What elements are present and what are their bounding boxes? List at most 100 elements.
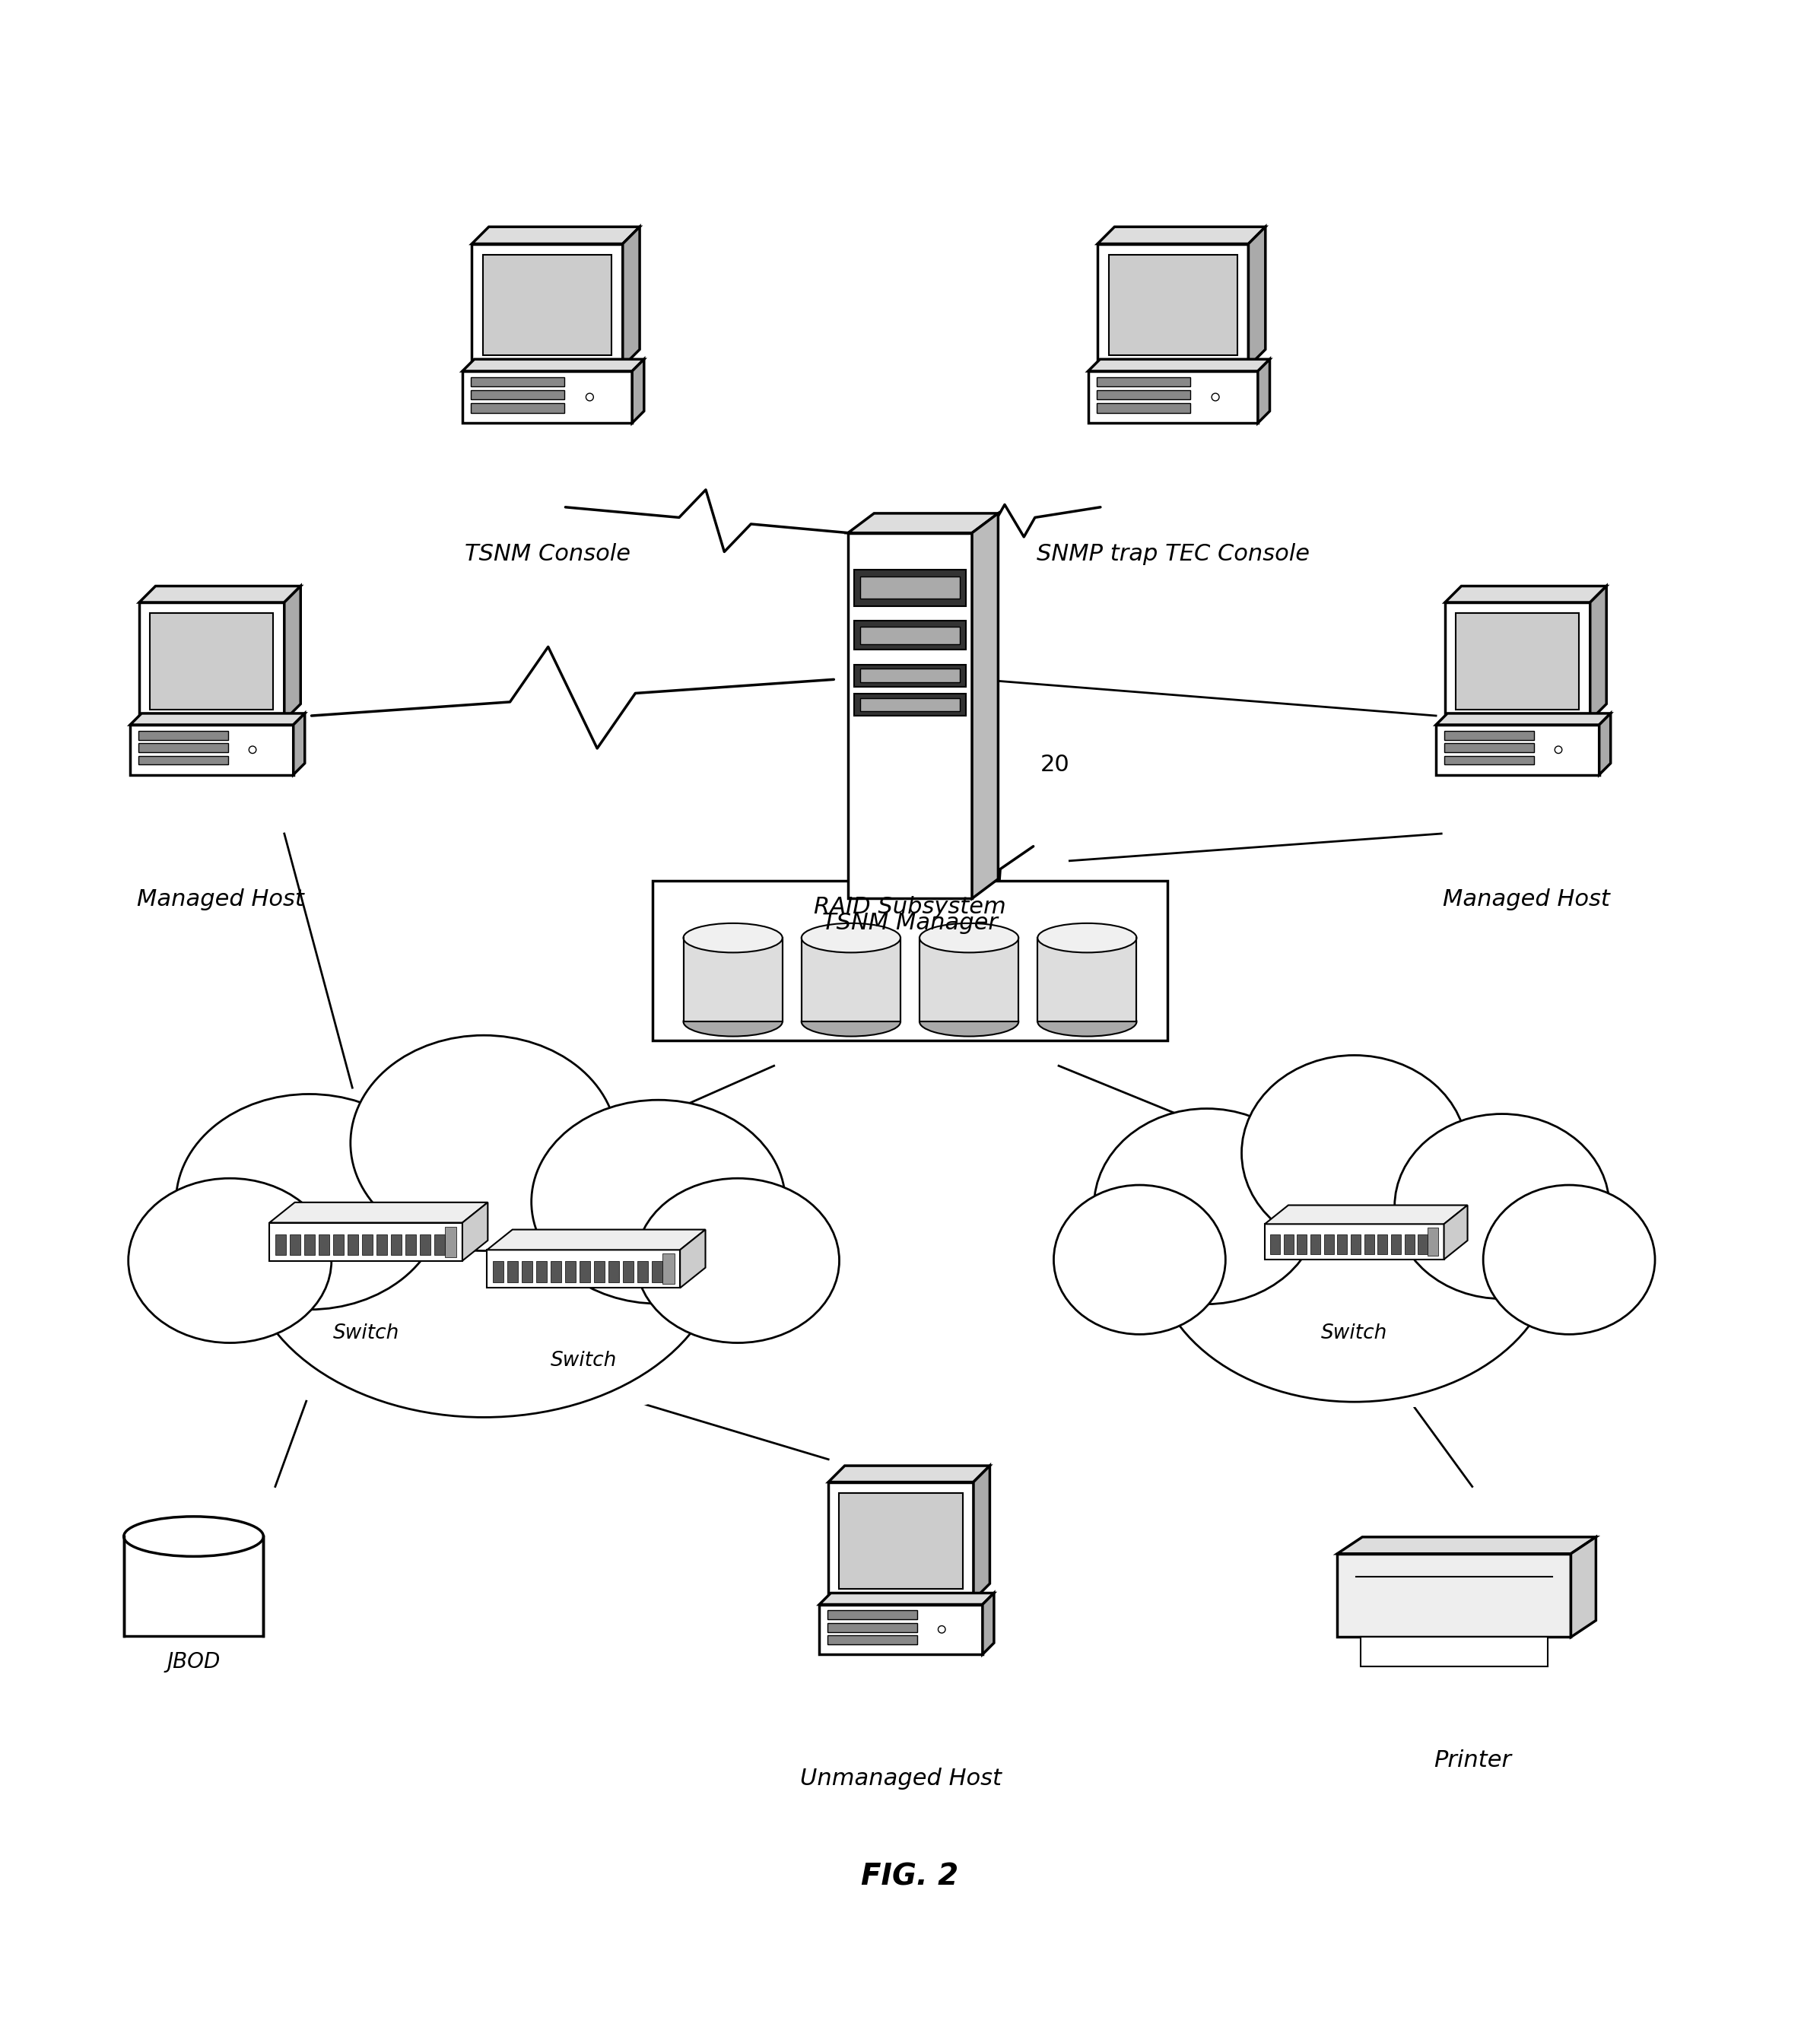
- Ellipse shape: [1037, 924, 1138, 952]
- Bar: [551, 1261, 561, 1283]
- Bar: [482, 256, 612, 355]
- Bar: [682, 938, 783, 1021]
- Bar: [861, 670, 959, 682]
- Ellipse shape: [351, 1035, 617, 1250]
- Bar: [1418, 1234, 1429, 1255]
- Bar: [1338, 1553, 1571, 1636]
- Bar: [1405, 1234, 1414, 1255]
- Bar: [854, 694, 966, 717]
- Ellipse shape: [637, 1177, 839, 1344]
- Bar: [1378, 1234, 1387, 1255]
- Ellipse shape: [1394, 1114, 1609, 1299]
- Bar: [471, 404, 564, 412]
- Bar: [828, 1610, 917, 1620]
- Ellipse shape: [1241, 1056, 1467, 1250]
- Polygon shape: [1436, 713, 1611, 725]
- Bar: [138, 603, 284, 721]
- Bar: [662, 1255, 673, 1285]
- Polygon shape: [1265, 1206, 1467, 1224]
- Circle shape: [937, 1626, 945, 1632]
- Bar: [848, 534, 972, 899]
- Polygon shape: [138, 587, 300, 603]
- Bar: [1443, 731, 1534, 739]
- Bar: [149, 613, 273, 708]
- Bar: [861, 698, 959, 710]
- Bar: [1323, 1234, 1334, 1255]
- Bar: [919, 938, 1019, 1021]
- Polygon shape: [488, 1230, 706, 1250]
- Polygon shape: [1088, 359, 1270, 371]
- Bar: [608, 1261, 619, 1283]
- Ellipse shape: [1483, 1186, 1654, 1334]
- Bar: [124, 1537, 264, 1636]
- Bar: [637, 1261, 648, 1283]
- Bar: [493, 1261, 504, 1283]
- Bar: [269, 1222, 462, 1261]
- Ellipse shape: [919, 1007, 1019, 1037]
- Polygon shape: [269, 1202, 488, 1222]
- Ellipse shape: [1054, 1186, 1225, 1334]
- Bar: [138, 731, 228, 739]
- Bar: [471, 390, 564, 400]
- Bar: [377, 1234, 388, 1255]
- Polygon shape: [1571, 1537, 1596, 1636]
- Text: FIG. 2: FIG. 2: [861, 1862, 959, 1892]
- Bar: [391, 1234, 402, 1255]
- Ellipse shape: [1072, 1090, 1636, 1411]
- Circle shape: [1212, 394, 1219, 400]
- Bar: [1365, 1234, 1374, 1255]
- Circle shape: [249, 747, 257, 753]
- Bar: [861, 627, 959, 644]
- Circle shape: [586, 394, 593, 400]
- Polygon shape: [1445, 587, 1607, 603]
- Bar: [362, 1234, 373, 1255]
- Bar: [1350, 1234, 1361, 1255]
- Text: Managed Host: Managed Host: [136, 887, 304, 909]
- Polygon shape: [1258, 359, 1270, 422]
- Ellipse shape: [682, 1007, 783, 1037]
- Bar: [471, 244, 622, 365]
- Bar: [406, 1234, 417, 1255]
- Bar: [801, 938, 901, 1021]
- Bar: [819, 1604, 983, 1654]
- Bar: [1456, 613, 1580, 708]
- Bar: [581, 1261, 590, 1283]
- Bar: [622, 1261, 633, 1283]
- Bar: [854, 570, 966, 607]
- Ellipse shape: [246, 1084, 723, 1417]
- Text: SNMP trap TEC Console: SNMP trap TEC Console: [1036, 544, 1310, 566]
- Polygon shape: [974, 1466, 990, 1600]
- Bar: [1108, 256, 1238, 355]
- Bar: [854, 621, 966, 650]
- Bar: [1097, 404, 1190, 412]
- Bar: [1436, 725, 1600, 775]
- Text: TSNM Console: TSNM Console: [464, 544, 630, 566]
- Polygon shape: [1600, 713, 1611, 775]
- Bar: [861, 577, 959, 599]
- Bar: [333, 1234, 344, 1255]
- Bar: [828, 1636, 917, 1644]
- Ellipse shape: [801, 1007, 901, 1037]
- Bar: [1270, 1234, 1279, 1255]
- Polygon shape: [1097, 227, 1265, 244]
- Ellipse shape: [1094, 1108, 1320, 1303]
- Bar: [289, 1234, 300, 1255]
- Bar: [1443, 743, 1534, 753]
- Bar: [471, 378, 564, 386]
- Bar: [566, 1261, 575, 1283]
- Bar: [839, 1492, 963, 1589]
- Text: 20: 20: [1041, 753, 1070, 775]
- Polygon shape: [622, 227, 639, 365]
- Ellipse shape: [124, 1516, 264, 1557]
- Bar: [1378, 1537, 1531, 1553]
- Polygon shape: [293, 713, 304, 775]
- Bar: [593, 1261, 604, 1283]
- Text: Switch: Switch: [1321, 1324, 1387, 1344]
- Ellipse shape: [151, 1074, 817, 1427]
- Polygon shape: [1338, 1537, 1596, 1553]
- Bar: [275, 1234, 286, 1255]
- Polygon shape: [471, 227, 639, 244]
- Text: RAID Subsystem: RAID Subsystem: [814, 895, 1006, 918]
- Bar: [462, 371, 632, 422]
- Bar: [1390, 1234, 1401, 1255]
